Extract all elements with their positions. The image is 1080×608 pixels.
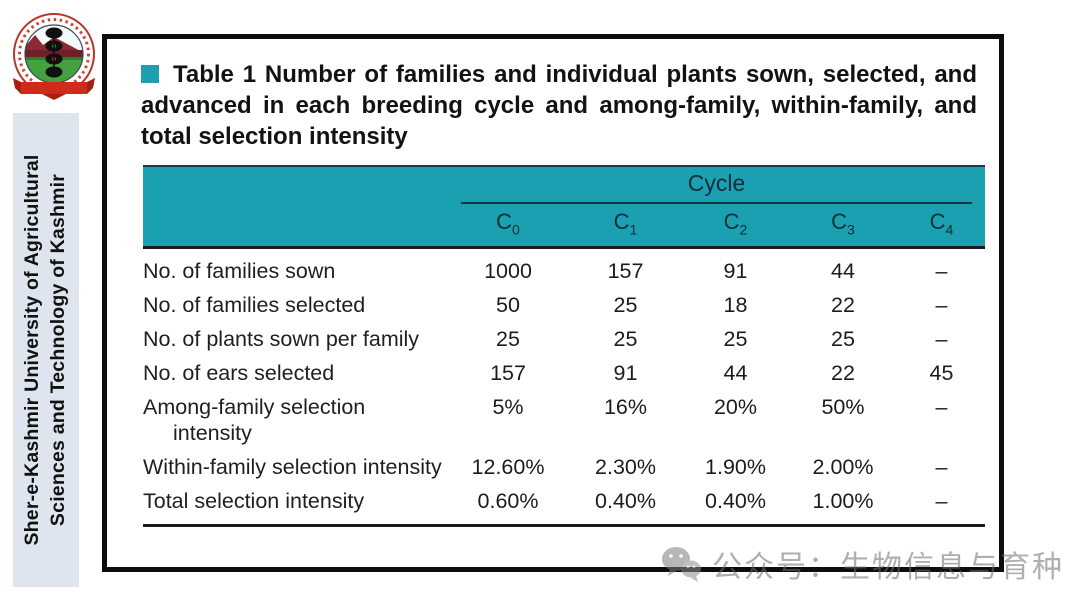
row-label: Total selection intensity [143, 489, 365, 514]
table-cell: – [935, 326, 948, 351]
table-row: Within-family selection intensity 12.60% 2… [143, 450, 985, 484]
table-cell: 1.90% [705, 455, 766, 480]
table-cell: 0.40% [595, 489, 656, 514]
teal-bullet-icon [141, 65, 159, 83]
table-cell: – [935, 394, 948, 419]
table-row: No. of families sown 1000 157 91 44 – [143, 248, 985, 288]
table-row: No. of plants sown per family 25 25 25 25 – [143, 322, 985, 356]
cycle-group-label: Cycle [461, 170, 972, 204]
header-blank-cell [143, 164, 448, 250]
university-name-line1: Sher-e-Kashmir University of Agricultura… [21, 154, 44, 546]
row-label: No. of families selected [143, 292, 366, 317]
table-cell: 5% [492, 394, 524, 419]
col-header-c1: C1 [568, 203, 683, 250]
table-cell: 16% [603, 394, 648, 419]
table-caption-text: Table 1 Number of families and individua… [141, 61, 977, 151]
row-label: No. of families sown [143, 259, 336, 284]
table-cell: 25 [613, 326, 638, 351]
table-cell: 0.60% [477, 489, 539, 514]
table-row: Total selection intensity 0.60% 0.40% 0.40%… [143, 484, 985, 525]
table-row: No. of ears selected 157 91 44 22 45 [143, 356, 985, 390]
table-cell: 91 [723, 259, 748, 284]
cycle-group-header: Cycle [448, 164, 986, 204]
col-header-c4: C4 [898, 203, 986, 250]
table-header: Cycle C0 C1 C2 C3 C4 [143, 164, 986, 250]
table-cell: 50 [496, 292, 520, 317]
col-header-c2: C2 [683, 203, 788, 250]
wechat-icon [662, 547, 701, 582]
row-label: No. of plants sown per family [143, 326, 420, 351]
col-header-c0: C0 [448, 203, 568, 250]
table-cell: – [935, 292, 948, 317]
university-emblem-icon [13, 13, 95, 100]
table-cell: 20% [713, 394, 758, 419]
table-cell: 2.30% [595, 455, 656, 480]
table-cell: 22 [831, 360, 855, 385]
table-row: Among-family selection intensity 5% 16% 20%… [143, 390, 985, 451]
col-header-c3: C3 [788, 203, 898, 250]
table-cell: 44 [723, 360, 748, 385]
table-caption: Table 1 Number of families and individua… [141, 59, 977, 153]
table-cell: 157 [490, 360, 526, 385]
university-name-vertical: Sher-e-Kashmir University of Agricultura… [13, 113, 79, 587]
row-label: Among-family selection intensity [143, 394, 366, 446]
watermark: 公众号：生物信息与育种 [660, 542, 1064, 586]
table-cell: 12.60% [471, 455, 545, 480]
table-cell: 1.00% [812, 489, 874, 514]
table-cell: 25 [831, 326, 855, 351]
sidebar-banner: Sher-e-Kashmir University of Agricultura… [13, 113, 79, 587]
slide-frame: Table 1 Number of families and individua… [102, 34, 1004, 572]
table-body: No. of families sown 1000 157 91 44– No. of f… [143, 248, 986, 526]
table-cell: 157 [607, 259, 644, 284]
table-cell: 2.00% [812, 455, 874, 480]
table-cell: 25 [723, 326, 748, 351]
table-cell: 25 [613, 292, 638, 317]
table-cell: 22 [831, 292, 855, 317]
university-name-line2: Sciences and Technology of Kashmir [47, 173, 69, 527]
table-row: No. of families selected 50 25 18 22 – [143, 288, 985, 322]
table-cell: 50% [821, 394, 865, 419]
table-cell: 18 [723, 292, 748, 317]
university-logo [8, 8, 100, 106]
table-cell: 44 [831, 259, 855, 284]
table-cell: 0.40% [705, 489, 766, 514]
watermark-text: 公众号：生物信息与育种 [712, 551, 1064, 584]
table-cell: 45 [929, 360, 954, 385]
table-cell: 91 [613, 360, 638, 385]
table-cell: 25 [496, 326, 520, 351]
table-cell: – [935, 455, 948, 480]
row-label: Within-family selection intensity [143, 455, 442, 480]
table-cell: 1000 [484, 259, 532, 284]
row-label: No. of ears selected [143, 360, 335, 385]
table-cell: – [935, 259, 948, 284]
table-cell: – [935, 489, 948, 514]
breeding-cycle-table: Cycle C0 C1 C2 C3 C4 No. of families sown 100… [143, 164, 986, 528]
